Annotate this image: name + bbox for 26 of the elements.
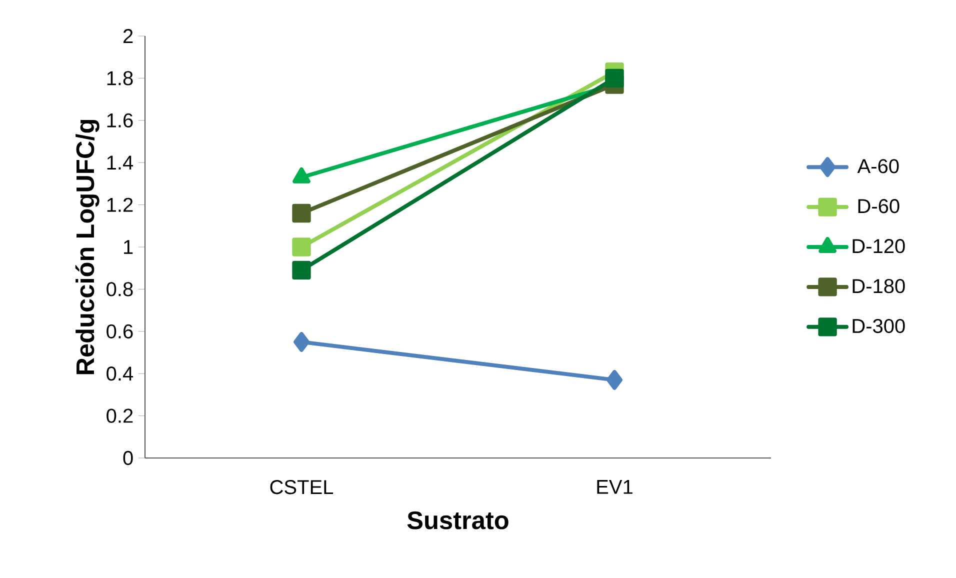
legend-label: D-120 xyxy=(852,239,905,254)
y-tick-label: 1.6 xyxy=(107,113,133,128)
legend-label: D-60 xyxy=(858,199,900,214)
y-tick-label: 1.4 xyxy=(107,156,134,170)
y-tick-label: 1 xyxy=(124,240,133,254)
point xyxy=(294,332,310,352)
point xyxy=(606,370,622,390)
y-tick-label: 1.2 xyxy=(107,198,133,212)
x-axis-title: Sustrato xyxy=(407,511,508,530)
y-axis-title: Reducción LogUFC/g xyxy=(75,120,100,374)
point xyxy=(292,204,311,223)
y-tick-label: 0.6 xyxy=(106,324,133,338)
y-tick-label: 0.8 xyxy=(106,282,133,296)
x-tick-label: CSTEL xyxy=(270,480,334,494)
point xyxy=(605,68,624,88)
legend-label: D-300 xyxy=(852,318,905,334)
legend-label: A-60 xyxy=(857,159,899,174)
y-tick-label: 0.2 xyxy=(106,408,133,423)
point xyxy=(292,260,311,280)
y-tick-label: 0 xyxy=(123,450,133,466)
y-tick-label: 1.8 xyxy=(107,71,133,86)
y-tick-label: 2 xyxy=(124,29,133,43)
point xyxy=(292,238,311,256)
legend-label: D-180 xyxy=(852,278,905,294)
y-tick-label: 0.4 xyxy=(106,366,134,381)
x-tick-label: EV1 xyxy=(597,480,632,494)
